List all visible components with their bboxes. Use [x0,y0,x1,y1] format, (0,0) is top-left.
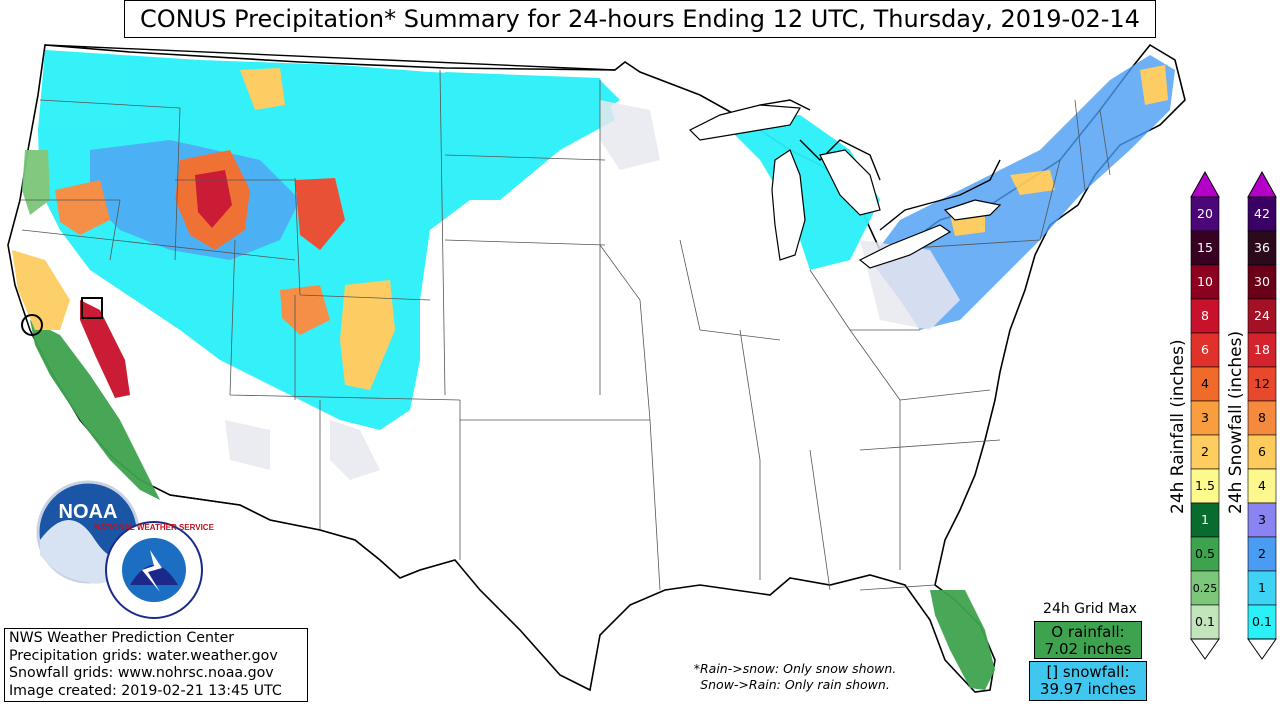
snow-max-marker [81,297,103,319]
rainfall-scale-swatch [1190,502,1220,538]
rainfall-scale-label: 15 [1197,240,1213,255]
snow-lake-superior [445,72,615,200]
rainfall-scale-label: 8 [1201,308,1209,323]
nws-logo-text: NATIONAL WEATHER SERVICE [94,523,215,532]
great-lakes [688,104,1002,269]
rainfall-color-scale: 20 15 10 8 6 4 3 2 1.5 1 0.5 0.25 0.1 [1190,170,1220,660]
snowfall-scale-swatch [1247,400,1277,436]
rain-oregon-coast [22,150,50,215]
snowfall-scale-title: 24h Snowfall (inches) [1226,330,1246,514]
grid-max-title: 24h Grid Max [1043,601,1137,617]
snowfall-scale-swatch [1247,298,1277,334]
snowfall-scale-bottom-arrow [1247,638,1277,660]
snowfall-scale-label: 1 [1258,580,1266,595]
note-line-2: Snow->Rain: Only rain shown. [700,677,890,692]
credits-line-1: NWS Weather Prediction Center [9,630,235,646]
snow-heavy-montana [240,68,285,110]
snowfall-scale-swatch [1247,264,1277,300]
rainfall-scale-swatch [1190,604,1220,640]
lake-erie [858,224,952,269]
rainfall-scale-bottom-arrow [1190,638,1220,660]
rain-max-marker [21,314,43,336]
rainfall-scale-label: 2 [1201,444,1209,459]
snowfall-scale-label: 3 [1258,512,1266,527]
credits-line-4: Image created: 2019-02-21 13:45 UTC [9,682,282,699]
rainfall-scale-swatch [1190,298,1220,334]
rainfall-scale-swatch [1190,230,1220,266]
rainfall-scale-swatch [1190,400,1220,436]
grid-max-snow-value: 39.97 inches [1039,680,1137,698]
lake-superior [688,104,802,141]
snowfall-scale-swatch [1247,196,1277,232]
nws-logo: NATIONAL WEATHER SERVICE [94,521,215,619]
snowfall-scale-label: 36 [1254,240,1270,255]
rainfall-scale-swatch [1190,196,1220,232]
snow-heavy-oregon [55,180,110,235]
grid-max-rain-value: 7.02 inches [1044,640,1132,658]
snowfall-scale-label: 24 [1254,308,1270,323]
rain-snow-note: *Rain->snow: Only snow shown. Snow->Rain… [660,661,930,693]
snow-heavy-colorado [280,285,330,335]
rain-california [30,320,160,500]
snowfall-scale-label: 30 [1254,274,1270,289]
grid-max-snow-box: [] snowfall: 39.97 inches [1029,661,1147,701]
credits-line-2: Precipitation grids: water.weather.gov [9,647,278,664]
noaa-logo-text: NOAA [59,501,118,523]
rainfall-scale-swatch [1190,570,1220,606]
rainfall-scale-swatch [1190,264,1220,300]
snowfall-scale-label: 42 [1254,206,1270,221]
rainfall-scale-label: 0.1 [1195,614,1215,629]
rainfall-scale-label: 10 [1197,274,1213,289]
grid-max-rain-box: O rainfall: 7.02 inches [1034,621,1142,659]
grid-max-snow-label: [] snowfall: [1046,663,1130,681]
snowfall-scale-swatch [1247,366,1277,402]
snow-heavy-wyoming [295,178,345,250]
note-line-1: *Rain->snow: Only snow shown. [693,661,897,676]
snowfall-scale-label: 6 [1258,444,1266,459]
snowfall-scale-swatch [1247,230,1277,266]
rain-california-coast [12,250,70,330]
snow-sierra [80,300,130,398]
snowfall-scale-swatch [1247,536,1277,572]
state-boundaries [20,69,1111,591]
rainfall-scale-label: 20 [1197,206,1213,221]
snowfall-scale-swatch [1247,434,1277,470]
snowfall-scale-swatch [1247,570,1277,606]
lake-huron [819,149,881,216]
lake-ontario [943,199,1002,221]
rainfall-scale-swatch [1190,332,1220,368]
rain-florida [930,590,995,690]
grid-max-rain-label: O rainfall: [1051,623,1125,641]
snowfall-scale-swatch [1247,604,1277,640]
rainfall-scale-swatch [1190,366,1220,402]
rainfall-scale-label: 4 [1201,376,1209,391]
rainfall-scale-label: 1.5 [1195,478,1215,493]
map-title: CONUS Precipitation* Summary for 24-hour… [124,0,1156,38]
credits-box: NWS Weather Prediction Center Precipitat… [4,628,308,702]
rainfall-scale-label: 3 [1201,410,1209,425]
snowfall-scale-label: 2 [1258,546,1266,561]
snowfall-scale-label: 8 [1258,410,1266,425]
snowfall-scale-label: 18 [1254,342,1270,357]
rainfall-scale-title: 24h Rainfall (inches) [1168,339,1188,514]
snowfall-color-scale: 42 36 30 24 18 12 8 6 4 3 2 1 0.1 [1247,170,1277,660]
snowfall-scale-swatch [1247,502,1277,538]
rainfall-scale-label: 0.5 [1195,546,1215,561]
rainfall-scale-swatch [1190,434,1220,470]
rainfall-scale-label: 1 [1201,512,1209,527]
credits-line-3: Snowfall grids: www.nohrsc.noaa.gov [9,665,274,681]
snowfall-scale-label: 12 [1254,376,1270,391]
rainfall-scale-label: 6 [1201,342,1209,357]
lake-michigan [771,149,806,261]
snowfall-scale-label: 0.1 [1252,614,1272,629]
snow-heavy-colorado-east [340,280,395,390]
snow-northeast-heavy [950,65,1168,236]
snowfall-scale-label: 4 [1258,478,1266,493]
rainfall-scale-label: 0.25 [1193,582,1218,595]
snow-heavy-idaho-core [195,170,232,228]
